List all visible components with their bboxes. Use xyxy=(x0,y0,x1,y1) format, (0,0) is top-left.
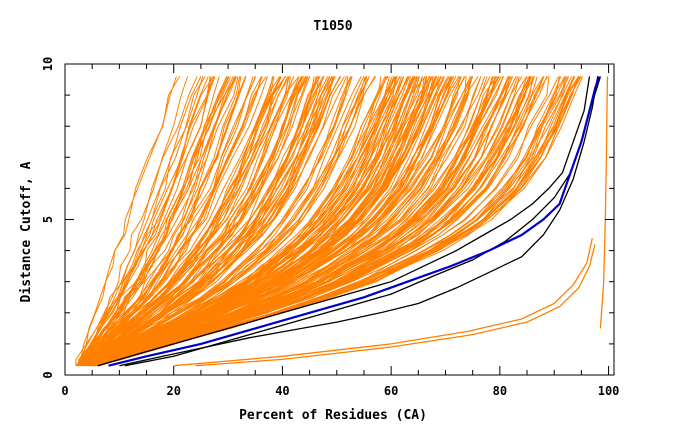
model-curve xyxy=(85,76,387,367)
x-tick-label: 40 xyxy=(275,384,289,398)
x-tick-label: 0 xyxy=(61,384,68,398)
ticks-layer: 0 20 40 60 80 100 0 5 10 xyxy=(41,57,619,398)
model-curve xyxy=(81,76,335,367)
model-curve xyxy=(87,76,352,367)
model-curve xyxy=(91,76,545,367)
model-curve xyxy=(79,76,290,367)
model-curve xyxy=(75,76,229,367)
model-curve xyxy=(89,76,370,367)
outlier-model-curve xyxy=(173,238,593,367)
y-tick-label: 10 xyxy=(41,57,55,71)
model-curve xyxy=(90,76,523,367)
model-curve xyxy=(75,76,202,367)
model-curve xyxy=(83,76,302,367)
model-curve xyxy=(91,76,453,367)
model-curve xyxy=(82,76,268,367)
model-curve xyxy=(91,76,509,367)
y-tick-label: 0 xyxy=(41,371,55,378)
outlier-model-curve xyxy=(195,244,596,367)
x-tick-label: 100 xyxy=(598,384,620,398)
model-curve xyxy=(85,76,368,367)
model-curve xyxy=(86,76,415,367)
model-curve xyxy=(80,76,274,366)
model-curve xyxy=(79,76,236,366)
model-curve xyxy=(75,76,177,366)
model-curve xyxy=(84,76,333,367)
model-curve xyxy=(75,76,231,367)
model-curve xyxy=(79,76,311,367)
model-curve xyxy=(79,76,189,366)
y-axis-label: Distance Cutoff, A xyxy=(19,161,34,302)
model-curve xyxy=(76,76,237,367)
highlight-model-curve xyxy=(108,76,600,367)
model-curve xyxy=(90,76,440,367)
reference-model-curve xyxy=(97,76,591,367)
reference-model-curve xyxy=(119,76,599,367)
lines-layer xyxy=(75,76,609,367)
model-curve xyxy=(94,76,548,367)
model-curve xyxy=(83,76,290,366)
model-curve xyxy=(87,76,362,367)
model-curve xyxy=(80,76,263,366)
x-tick-label: 20 xyxy=(166,384,180,398)
x-tick-label: 60 xyxy=(384,384,398,398)
outlier-model-curve xyxy=(599,76,609,329)
model-curve xyxy=(80,76,216,366)
y-tick-label: 5 xyxy=(41,216,55,223)
model-curve xyxy=(88,76,396,367)
x-tick-label: 80 xyxy=(493,384,507,398)
model-curve xyxy=(84,76,397,367)
model-curve xyxy=(91,76,505,367)
model-curve xyxy=(90,76,427,367)
model-curve xyxy=(75,76,181,367)
chart-title: T1050 xyxy=(313,19,352,34)
model-curve xyxy=(90,76,436,367)
model-curve xyxy=(86,76,320,367)
model-curve xyxy=(92,76,532,367)
model-curve xyxy=(83,76,290,366)
model-curve xyxy=(91,76,486,367)
model-curve xyxy=(94,76,511,367)
model-curve xyxy=(93,76,550,367)
model-curve xyxy=(83,76,281,366)
x-axis-label: Percent of Residues (CA) xyxy=(239,408,427,423)
